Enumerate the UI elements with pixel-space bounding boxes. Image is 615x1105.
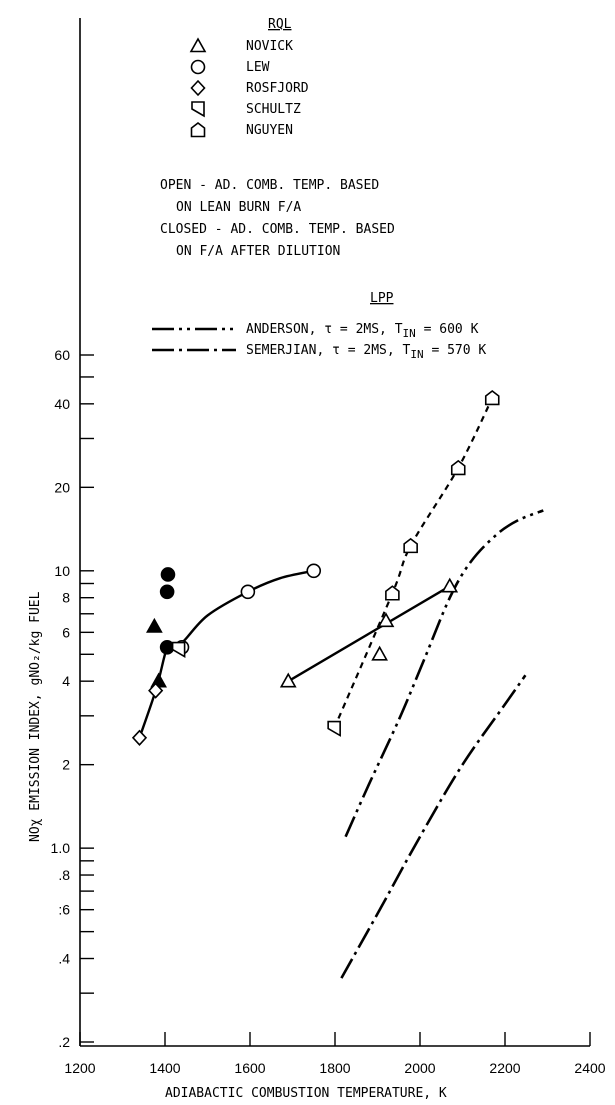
legend-lpp-label: SEMERJIAN, τ = 2MS, TIN = 570 K [246,343,486,361]
y-tick-label: 2 [62,757,70,773]
novick-legend-marker [189,37,207,53]
y-tick-label: 8 [62,590,70,606]
data-series [138,397,544,979]
x-axis-label: ADIABACTIC COMBUSTION TEMPERATURE, K [165,1086,447,1101]
lew-point [306,563,322,579]
novick-point [146,617,163,633]
nguyen-point [484,389,500,406]
novick-point [371,645,388,661]
legend-lpp-title: LPP [370,291,394,306]
rosfjord-point [148,682,164,699]
legend-label-lew: LEW [246,60,270,75]
nguyen-point [385,585,400,601]
legend-rql-title: RQL [268,17,292,32]
y-tick-label: .2 [58,1034,70,1050]
lew-point [240,584,256,600]
lew-point [159,639,175,655]
legend-lpp-label: ANDERSON, τ = 2MS, TIN = 600 K [246,322,479,340]
y-tick-label: .8 [58,867,70,883]
nguyen-point [403,537,418,554]
x-tick-label: 1200 [64,1060,95,1076]
y-tick-label: 6 [62,624,70,640]
x-tick-label: 1600 [234,1060,265,1076]
y-tick-label: :6 [58,902,70,918]
legend-label-nguyen: NGUYEN [246,123,293,138]
nguyen-legend-marker [190,121,206,138]
legend: RQL NOVICK LEW ROSFJORD SCHULTZ NGUYEN OPEN … [152,17,486,361]
legend-label-schultz: SCHULTZ [246,102,301,117]
y-tick-label: 60 [54,347,70,363]
y-tick-label: 1.0 [51,840,71,856]
nguyen-point [450,459,466,476]
y-axis-label: NOχ EMISSION INDEX, gNO₂/kg FUEL [28,591,43,842]
x-tick-label: 2400 [574,1060,605,1076]
legend-note-2: ON LEAN BURN F/A [176,200,301,215]
x-tick-label: 2200 [489,1060,520,1076]
legend-note-3: CLOSED - AD. COMB. TEMP. BASED [160,222,395,237]
x-tick-label: 2000 [404,1060,435,1076]
rosfjord-legend-marker [190,79,206,97]
novick-point [279,672,297,688]
anderson-curve [344,509,544,838]
legend-rql-entries: NOVICK LEW ROSFJORD SCHULTZ NGUYEN [189,37,309,138]
axes: 1200 1400 1600 1800 2000 2200 2400 .2 .4 :6 .8 1.0 2… [51,18,606,1076]
lew-point [159,584,175,600]
lew-point [160,567,176,582]
rosfjord-point [131,729,148,746]
schultz-legend-marker [191,101,205,118]
legend-label-rosfjord: ROSFJORD [246,81,309,96]
novick-curve [287,585,451,683]
y-tick-label: 20 [54,479,70,495]
schultz-point [327,720,341,737]
novick-point [377,612,395,628]
y-tick-label: .4 [58,951,70,967]
legend-lpp-entries: ANDERSON, τ = 2MS, TIN = 600 K SEMERJIAN,… [152,322,486,361]
x-tick-label: 1800 [319,1060,350,1076]
nguyen-curve [333,397,494,729]
y-tick-label: 10 [54,563,70,579]
y-tick-label: 40 [54,396,70,412]
lew-legend-marker [190,59,206,75]
legend-label-novick: NOVICK [246,39,293,54]
y-tick-label: 4 [62,673,70,689]
lew-curve [166,569,315,653]
semerjian-curve [340,674,527,979]
data-markers [131,389,500,746]
novick-point [441,577,459,593]
x-tick-label: 1400 [149,1060,180,1076]
schultz-point [171,641,186,658]
legend-note-1: OPEN - AD. COMB. TEMP. BASED [160,178,379,193]
legend-note-4: ON F/A AFTER DILUTION [176,244,340,259]
